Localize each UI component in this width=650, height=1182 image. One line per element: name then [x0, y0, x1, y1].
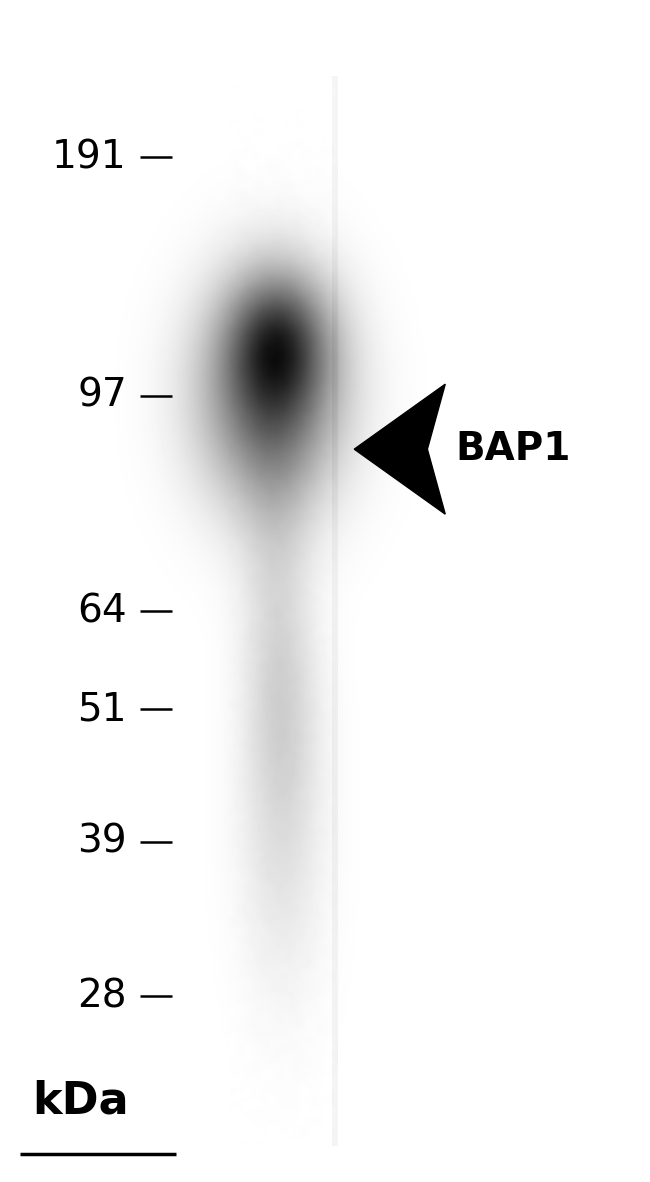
Text: 97: 97 — [77, 377, 127, 415]
Text: 51: 51 — [77, 690, 127, 728]
Text: 64: 64 — [77, 592, 127, 630]
Text: 28: 28 — [77, 978, 127, 1015]
Text: kDa: kDa — [32, 1079, 129, 1122]
Text: BAP1: BAP1 — [455, 430, 571, 468]
Text: 39: 39 — [77, 823, 127, 860]
Text: 191: 191 — [52, 138, 127, 176]
Polygon shape — [354, 384, 445, 514]
